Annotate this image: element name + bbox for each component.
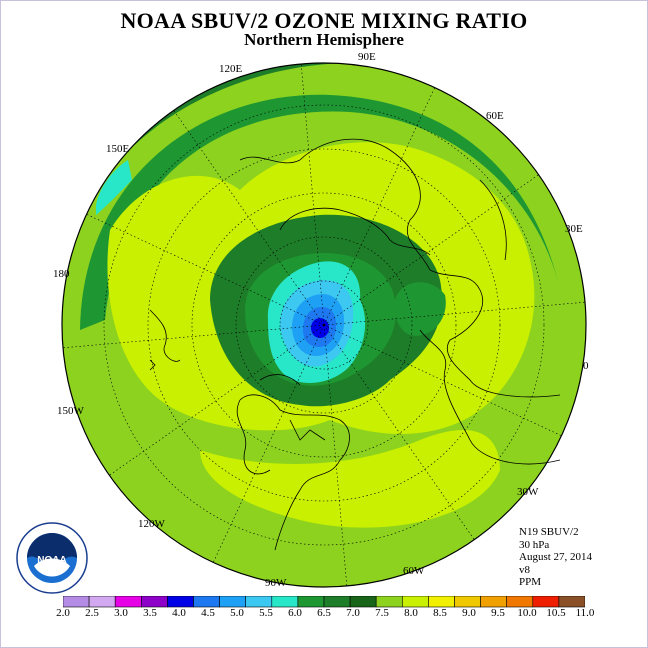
colorbar-swatch	[219, 596, 247, 608]
ozone-patch-europe	[394, 282, 446, 336]
colorbar-tick-label: 3.0	[114, 607, 128, 619]
colorbar-tick-label: 6.0	[288, 607, 302, 619]
colorbar-tick-label: 7.5	[375, 607, 389, 619]
lon-label-120e: 120E	[219, 63, 243, 75]
colorbar-tick-label: 2.5	[85, 607, 99, 619]
colorbar-tick-label: 4.0	[172, 607, 186, 619]
colorbar-swatch	[114, 596, 142, 608]
latitude-circles	[103, 104, 545, 546]
colorbar-swatch	[480, 596, 508, 608]
lon-label-150e: 150E	[106, 143, 130, 155]
colorbar-swatch	[88, 596, 116, 608]
colorbar-swatch	[454, 596, 481, 608]
date-label: August 27, 2014	[519, 551, 593, 563]
lon-label-180: 180	[53, 268, 70, 280]
units-label: PPM	[519, 576, 542, 588]
colorbar-tick-label: 11.0	[575, 607, 595, 619]
colorbar-tick-label: 10.0	[517, 607, 537, 619]
instrument-label: N19 SBUV/2	[519, 526, 579, 538]
colorbar-swatch	[401, 596, 429, 608]
map-title: NOAA SBUV/2 OZONE MIXING RATIO	[120, 8, 528, 33]
colorbar-swatch	[245, 596, 273, 608]
colorbar-swatch	[193, 596, 220, 608]
colorbar-swatch	[323, 596, 351, 608]
colorbar-swatch	[506, 596, 534, 608]
colorbar-tick-label: 5.5	[259, 607, 273, 619]
colorbar-tick-label: 7.0	[346, 607, 360, 619]
lon-label-60w: 60W	[403, 565, 425, 577]
colorbar-tick-label: 9.0	[462, 607, 476, 619]
colorbar-tick-label: 8.5	[433, 607, 447, 619]
colorbar-swatch	[349, 596, 377, 608]
colorbar-tick-label: 6.5	[317, 607, 331, 619]
colorbar-swatch	[532, 596, 560, 608]
colorbar-tick-label: 8.0	[404, 607, 418, 619]
colorbar-tick-label: 4.5	[201, 607, 215, 619]
map-subtitle: Northern Hemisphere	[244, 30, 404, 49]
lon-label-150w: 150W	[57, 405, 84, 417]
colorbar-swatch	[63, 596, 90, 608]
colorbar-swatch	[558, 596, 585, 608]
version-label: v8	[519, 563, 530, 576]
lon-label-0: 0	[583, 360, 589, 372]
colorbar-swatch	[271, 596, 299, 608]
lon-label-90e: 90E	[358, 51, 376, 63]
colorbar-tick-label: 10.5	[546, 607, 566, 619]
ozone-band-8p0-south	[200, 430, 500, 528]
colorbar-tick-label: 5.0	[230, 607, 244, 619]
logo-text: NOAA	[37, 555, 66, 566]
lon-label-30e: 30E	[565, 223, 583, 235]
pressure-level-label: 30 hPa	[519, 538, 550, 551]
ozone-field	[62, 63, 586, 587]
colorbar-swatch	[297, 596, 325, 608]
lon-label-30w: 30W	[517, 486, 539, 498]
lon-label-90w: 90W	[265, 577, 287, 589]
colorbar-swatch	[428, 596, 455, 608]
colorbar-swatch	[167, 596, 194, 608]
colorbar-swatch	[141, 596, 168, 608]
noaa-logo: NOAA	[16, 522, 88, 594]
colorbar-tick-label: 3.5	[143, 607, 157, 619]
colorbar-tick-label: 2.0	[56, 607, 70, 619]
ozone-patch-cyan	[96, 160, 132, 215]
lon-label-60e: 60E	[486, 110, 504, 122]
colorbar-tick-label: 9.5	[491, 607, 505, 619]
product-info: N19 SBUV/2 30 hPa August 27, 2014 v8 PPM	[519, 526, 592, 589]
map-boundary	[61, 62, 587, 588]
lon-label-120w: 120W	[138, 518, 165, 530]
colorbar-swatch	[375, 596, 403, 608]
